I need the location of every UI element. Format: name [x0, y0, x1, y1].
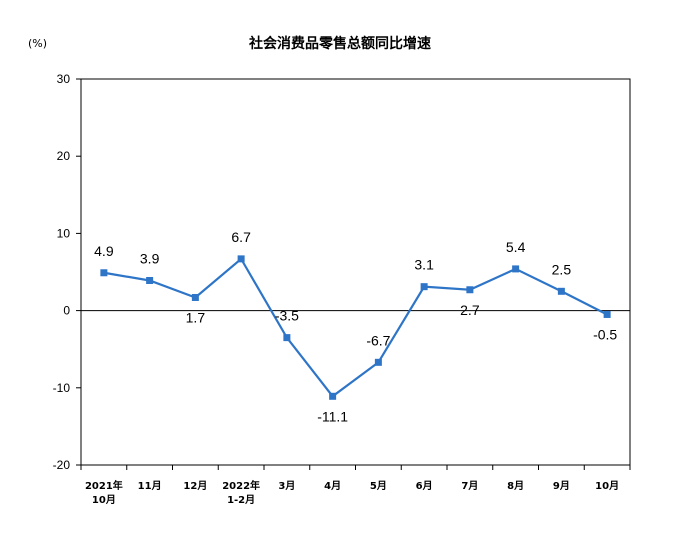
x-tick-label: 5月: [370, 480, 387, 492]
data-label: 1.7: [186, 309, 206, 325]
x-tick-label: 2021年: [85, 479, 123, 492]
x-tick-label: 10月: [92, 494, 116, 506]
data-label: -11.1: [317, 408, 348, 424]
x-axis-ticks: 2021年 10月 11月 12月 2022年 1-2月 3月 4月 5月 6月 7月 8月 9月 10月: [80, 465, 631, 506]
data-label: -3.5: [275, 308, 299, 324]
y-tick-label: 10: [57, 226, 71, 240]
y-tick-label: 20: [57, 149, 71, 163]
x-tick-label: 2022年: [222, 479, 260, 492]
x-tick-label: 7月: [461, 480, 478, 492]
y-tick-label: 0: [63, 304, 70, 318]
chart-title: 社会消费品零售总额同比增速: [248, 35, 431, 52]
x-tick-label: 3月: [278, 480, 295, 492]
data-point: [557, 287, 565, 295]
data-point: [374, 358, 382, 366]
data-point: [420, 283, 428, 291]
data-label: 5.4: [506, 239, 526, 255]
data-point: [100, 269, 108, 277]
x-tick-label: 9月: [553, 480, 570, 492]
data-point: [237, 255, 245, 263]
y-unit-label: (%): [28, 37, 47, 50]
x-tick-label: 11月: [138, 480, 162, 492]
y-tick-label: 30: [57, 72, 71, 86]
data-label: -0.5: [593, 326, 617, 342]
x-tick-label: 4月: [324, 480, 341, 492]
series-line: [103, 257, 608, 398]
data-label: -6.7: [366, 332, 390, 348]
y-axis-ticks: 30 20 10 0 -10 -20: [53, 72, 81, 472]
data-point: [466, 286, 474, 294]
y-tick-label: -10: [53, 381, 71, 395]
x-tick-label: 6月: [416, 480, 433, 492]
data-label: 6.7: [231, 229, 251, 245]
data-point: [191, 293, 199, 301]
plot-frame: [80, 78, 631, 466]
data-labels: 4.9 3.9 1.7 6.7 -3.5 -11.1 -6.7 3.1 2.7 5.4 2.5 -0.…: [94, 229, 617, 424]
y-tick-label: -20: [53, 458, 71, 472]
x-tick-label: 1-2月: [227, 494, 255, 506]
data-points: [100, 255, 611, 400]
data-point: [283, 334, 291, 342]
data-label: 3.1: [414, 257, 434, 273]
x-tick-label: 8月: [507, 480, 524, 492]
data-point: [146, 276, 154, 284]
data-label: 4.9: [94, 243, 114, 259]
data-label: 2.7: [460, 302, 480, 318]
x-tick-label: 10月: [595, 480, 619, 492]
data-label: 2.5: [552, 261, 572, 277]
data-point: [329, 392, 337, 400]
data-label: 3.9: [140, 250, 160, 266]
data-point: [512, 265, 520, 273]
data-point: [603, 310, 611, 318]
x-tick-label: 12月: [183, 480, 207, 492]
